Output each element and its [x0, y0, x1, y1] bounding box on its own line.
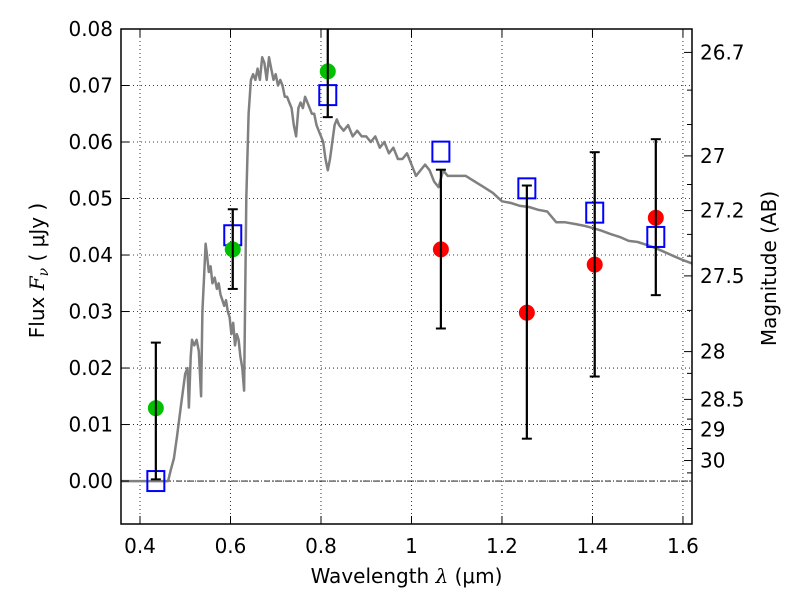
markers-upper-limits-or-low-snr: [432, 209, 664, 321]
y-tick-label: 0.02: [68, 356, 113, 380]
series-model-spectrum: [121, 56, 692, 483]
grid: [121, 28, 692, 524]
y-tick-label: 0.04: [68, 243, 113, 267]
x-tick-label: 1.6: [667, 534, 699, 558]
y2-tick-label: 26.7: [700, 40, 745, 64]
x-axis-label: Wavelength λ (μm): [311, 564, 503, 588]
y2-tick-label: 27.2: [700, 199, 745, 223]
series: [121, 29, 692, 493]
y-axis-label-symbol: F: [25, 275, 49, 291]
plot-frame: [120, 28, 693, 525]
errorbar-stems-detections: [154, 29, 329, 480]
x-tick-label: 1.4: [577, 534, 609, 558]
y-tick-label: 0.00: [68, 469, 113, 493]
x-tick-label: 1: [405, 534, 418, 558]
x-tick-label: 0.6: [215, 534, 247, 558]
y2-tick-label: 28: [700, 340, 725, 364]
x-tick-label: 0.8: [305, 534, 337, 558]
series-model-photometry: [146, 84, 666, 493]
y-tick-label: 0.03: [68, 300, 113, 324]
y2-tick-label: 27: [700, 144, 725, 168]
y-tick-label: 0.07: [68, 74, 113, 98]
x-tick-label: 0.4: [124, 534, 156, 558]
errorbar-stems-upper-limits-or-low-snr: [439, 139, 657, 439]
y2-tick-label: 30: [700, 449, 725, 473]
x-tick-label: 1.2: [486, 534, 518, 558]
y-tick-label: 0.01: [68, 413, 113, 437]
y-axis-label-prefix: Flux: [25, 290, 49, 338]
x-axis-label-prefix: Wavelength: [311, 564, 436, 588]
y2-tick-label: 27.5: [700, 264, 745, 288]
axis-ticks: 0.4 0.6 0.8 1 1.2 1.4 1.6 0.00 0.01 0.02 0.03 0.04 0…: [68, 17, 744, 558]
y2-tick-label: 28.5: [700, 387, 745, 411]
x-axis-label-symbol: λ: [435, 564, 449, 588]
y2-axis-label: Magnitude (AB): [757, 191, 781, 346]
y2-tick-label: 29: [700, 418, 725, 442]
y-tick-label: 0.08: [68, 17, 113, 41]
y-axis-label-subscript: ν: [36, 267, 52, 276]
spectrum-line: [121, 56, 692, 483]
errorbars-upper-limits-or-low-snr: [435, 138, 661, 440]
model-square-marker: [431, 140, 451, 163]
x-axis-label-unit: (μm): [448, 564, 502, 588]
y-axis-label: Flux Fν ( μJy ): [25, 203, 52, 338]
y-tick-label: 0.06: [68, 130, 113, 154]
y-tick-label: 0.05: [68, 187, 113, 211]
y-axis-label-unit: ( μJy ): [25, 203, 49, 268]
